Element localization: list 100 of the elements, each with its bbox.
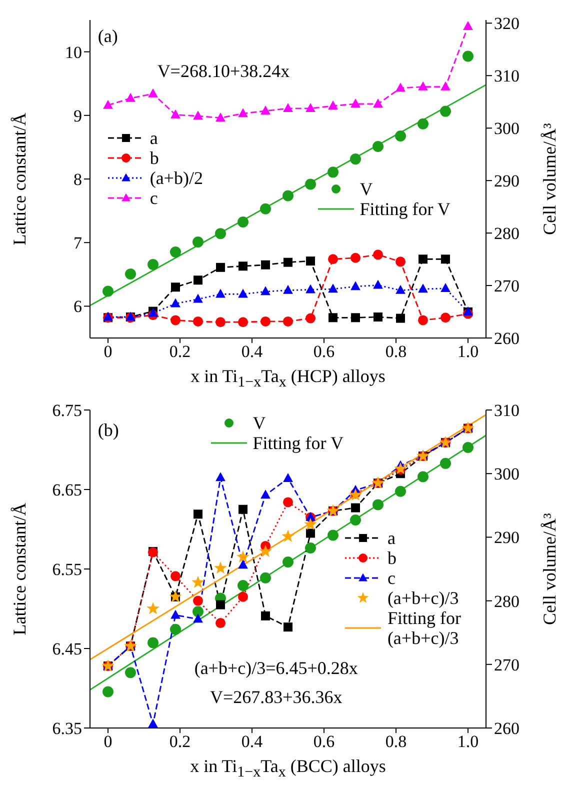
point xyxy=(283,472,293,482)
point xyxy=(440,312,450,323)
y2-tick-label: 290 xyxy=(494,172,520,191)
point xyxy=(418,118,428,130)
x-tick-label: 0 xyxy=(104,732,112,752)
point xyxy=(148,637,158,648)
point xyxy=(261,260,270,270)
x-tick-label: 0.8 xyxy=(385,342,407,362)
point xyxy=(372,499,384,510)
point xyxy=(394,462,407,474)
point xyxy=(126,92,136,102)
x-tick-label: 0.4 xyxy=(241,342,264,362)
point xyxy=(260,286,270,296)
point xyxy=(305,542,316,554)
point xyxy=(193,596,203,606)
y-tick-label: 6.55 xyxy=(52,560,82,580)
y-tick-label: 7 xyxy=(74,234,82,253)
point xyxy=(350,281,360,290)
point xyxy=(440,81,450,90)
point xyxy=(216,472,226,482)
y-tick-label: 8 xyxy=(74,170,82,190)
y2-tick-label: 270 xyxy=(494,276,520,296)
point xyxy=(102,286,114,297)
point xyxy=(216,288,226,298)
point xyxy=(351,313,360,322)
point xyxy=(395,486,406,497)
point xyxy=(238,262,248,271)
point xyxy=(372,140,384,152)
x-axis-title: x in Ti$_{1−x}$Ta$_{x}$ (BCC) alloys xyxy=(189,756,387,782)
point xyxy=(350,98,360,108)
x-axis-title: x in Ti$_{1−x}$Ta$_{x}$ (HCP) alloys xyxy=(190,366,386,392)
point xyxy=(103,100,113,109)
point xyxy=(283,284,293,294)
legend-label: b xyxy=(150,148,159,168)
point xyxy=(396,256,406,267)
point xyxy=(170,610,180,619)
point xyxy=(238,592,248,602)
annotation: (a) xyxy=(98,26,118,48)
y2-tick-label: 280 xyxy=(494,224,520,244)
point xyxy=(351,503,360,512)
point xyxy=(306,284,316,294)
y-tick-label: 10 xyxy=(65,42,82,62)
y2-axis-title: Cell volume/Å³ xyxy=(540,123,560,235)
point xyxy=(238,560,248,569)
point xyxy=(192,606,204,618)
y2-axis-title: Cell volume/Å³ xyxy=(540,513,560,625)
legend-label: c xyxy=(150,188,158,208)
point xyxy=(170,315,180,326)
point xyxy=(192,576,204,588)
point xyxy=(328,530,338,541)
point xyxy=(374,312,382,322)
point xyxy=(283,103,293,112)
x-tick-label: 0 xyxy=(104,342,112,362)
y2-tick-label: 280 xyxy=(494,592,520,611)
legend-label: b xyxy=(387,548,396,568)
point xyxy=(441,254,450,264)
point xyxy=(236,550,250,563)
point xyxy=(440,106,451,117)
y2-tick-label: 290 xyxy=(494,528,520,548)
point xyxy=(440,458,451,469)
point xyxy=(260,203,271,214)
annotation: V=268.10+38.24x xyxy=(157,61,290,82)
point xyxy=(216,618,226,628)
point xyxy=(260,316,270,326)
y2-tick-label: 320 xyxy=(494,14,520,34)
point xyxy=(418,471,428,482)
y2-tick-label: 300 xyxy=(494,464,520,484)
point xyxy=(282,190,294,202)
point xyxy=(462,442,474,454)
x-tick-label: 1.0 xyxy=(457,342,479,362)
point xyxy=(193,110,203,120)
point xyxy=(418,284,428,293)
legend-label: (a+b+c)/3 xyxy=(387,588,459,608)
point xyxy=(260,572,271,584)
point xyxy=(418,81,428,90)
point xyxy=(216,112,226,122)
legend-label: a xyxy=(150,128,158,148)
x-tick-label: 1.0 xyxy=(457,732,479,752)
y2-tick-label: 310 xyxy=(494,401,520,420)
point xyxy=(238,216,248,228)
point xyxy=(238,504,248,514)
point xyxy=(306,528,315,538)
y-tick-label: 6.65 xyxy=(52,480,82,500)
y-axis-title: Lattice constant/Å xyxy=(10,112,30,246)
point xyxy=(260,490,270,499)
legend-label: Fitting for V xyxy=(360,199,450,219)
legend-label: Fitting for V xyxy=(252,433,344,454)
point xyxy=(170,624,181,635)
y-axis-title: Lattice constant/Å xyxy=(10,502,30,636)
legend-label: V xyxy=(360,179,373,199)
legend-label: V xyxy=(252,413,266,434)
y-tick-label: 6 xyxy=(74,297,82,316)
point xyxy=(373,280,383,289)
point xyxy=(193,614,203,623)
point xyxy=(284,622,292,632)
point xyxy=(306,103,316,112)
point xyxy=(146,602,160,614)
point xyxy=(284,258,292,267)
point xyxy=(216,262,225,272)
point xyxy=(260,106,270,115)
